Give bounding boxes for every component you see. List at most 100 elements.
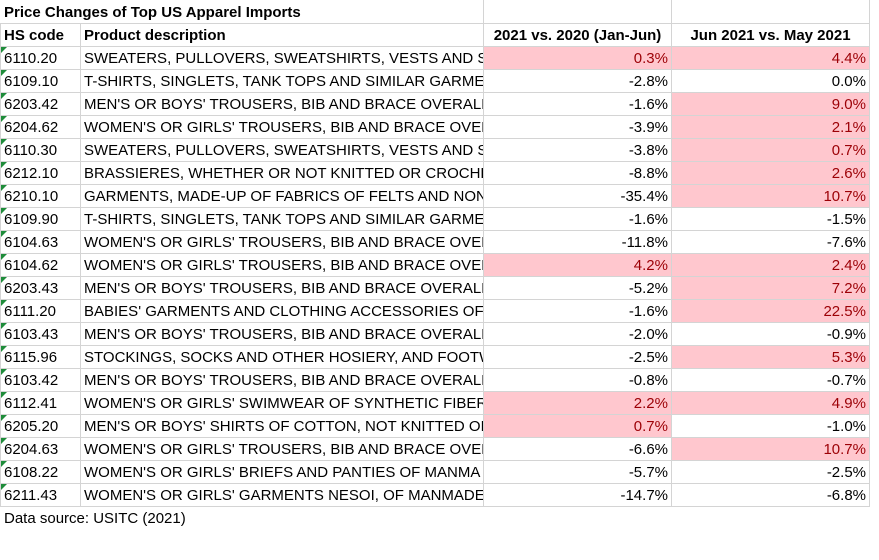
hs-code: 6104.62	[0, 253, 81, 277]
product-description: WOMEN'S OR GIRLS' TROUSERS, BIB AND BRAC…	[80, 230, 484, 254]
price-change: -0.8%	[483, 368, 672, 392]
table-row: 6203.43 MEN'S OR BOYS' TROUSERS, BIB AND …	[0, 276, 870, 300]
table-row: 6104.62 WOMEN'S OR GIRLS' TROUSERS, BIB A…	[0, 253, 870, 277]
price-change: -1.6%	[483, 207, 672, 231]
price-change: 0.0%	[671, 69, 870, 93]
table-row: 6210.10 GARMENTS, MADE-UP OF FABRICS OF F…	[0, 184, 870, 208]
price-change: -1.6%	[483, 92, 672, 116]
hs-code: 6103.43	[0, 322, 81, 346]
price-change: -11.8%	[483, 230, 672, 254]
product-description: SWEATERS, PULLOVERS, SWEATSHIRTS, VESTS …	[80, 138, 484, 162]
hs-code: 6104.63	[0, 230, 81, 254]
price-change: -2.0%	[483, 322, 672, 346]
price-change: -7.6%	[671, 230, 870, 254]
price-change: 4.2%	[483, 253, 672, 277]
header-cell: Jun 2021 vs. May 2021	[671, 23, 870, 47]
product-description: T-SHIRTS, SINGLETS, TANK TOPS AND SIMILA…	[80, 69, 484, 93]
price-change: -6.6%	[483, 437, 672, 461]
price-change: -8.8%	[483, 161, 672, 185]
table-row: 6110.30 SWEATERS, PULLOVERS, SWEATSHIRTS,…	[0, 138, 870, 162]
product-description: T-SHIRTS, SINGLETS, TANK TOPS AND SIMILA…	[80, 207, 484, 231]
price-change: -6.8%	[671, 483, 870, 507]
table-row: 6112.41 WOMEN'S OR GIRLS' SWIMWEAR OF SYN…	[0, 391, 870, 415]
price-change: -1.0%	[671, 414, 870, 438]
product-description: WOMEN'S OR GIRLS' TROUSERS, BIB AND BRAC…	[80, 253, 484, 277]
header-cell: HS code	[0, 23, 81, 47]
hs-code: 6103.42	[0, 368, 81, 392]
product-description: MEN'S OR BOYS' TROUSERS, BIB AND BRACE O…	[80, 276, 484, 300]
price-change: -14.7%	[483, 483, 672, 507]
hs-code: 6203.43	[0, 276, 81, 300]
product-description: MEN'S OR BOYS' TROUSERS, BIB AND BRACE O…	[80, 322, 484, 346]
price-change: -3.9%	[483, 115, 672, 139]
product-description: SWEATERS, PULLOVERS, SWEATSHIRTS, VESTS …	[80, 46, 484, 70]
price-change: 10.7%	[671, 184, 870, 208]
product-description: WOMEN'S OR GIRLS' TROUSERS, BIB AND BRAC…	[80, 115, 484, 139]
price-change: -0.9%	[671, 322, 870, 346]
hs-code: 6205.20	[0, 414, 81, 438]
table-row: 6108.22 WOMEN'S OR GIRLS' BRIEFS AND PANT…	[0, 460, 870, 484]
hs-code: 6211.43	[0, 483, 81, 507]
price-change: -2.8%	[483, 69, 672, 93]
price-change: 2.2%	[483, 391, 672, 415]
product-description: WOMEN'S OR GIRLS' TROUSERS, BIB AND BRAC…	[80, 437, 484, 461]
price-change: 5.3%	[671, 345, 870, 369]
table-row: 6103.42 MEN'S OR BOYS' TROUSERS, BIB AND …	[0, 368, 870, 392]
price-change: 9.0%	[671, 92, 870, 116]
price-change: 4.9%	[671, 391, 870, 415]
table-row: 6204.63 WOMEN'S OR GIRLS' TROUSERS, BIB A…	[0, 437, 870, 461]
price-change: 0.3%	[483, 46, 672, 70]
price-change: -1.6%	[483, 299, 672, 323]
product-description: MEN'S OR BOYS' TROUSERS, BIB AND BRACE O…	[80, 92, 484, 116]
hs-code: 6204.63	[0, 437, 81, 461]
table-row: 6205.20 MEN'S OR BOYS' SHIRTS OF COTTON, …	[0, 414, 870, 438]
price-change: 2.6%	[671, 161, 870, 185]
hs-code: 6108.22	[0, 460, 81, 484]
price-change: -5.2%	[483, 276, 672, 300]
hs-code: 6115.96	[0, 345, 81, 369]
table-row: 6109.90 T-SHIRTS, SINGLETS, TANK TOPS AND…	[0, 207, 870, 231]
product-description: MEN'S OR BOYS' SHIRTS OF COTTON, NOT KNI…	[80, 414, 484, 438]
hs-code: 6109.90	[0, 207, 81, 231]
product-description: STOCKINGS, SOCKS AND OTHER HOSIERY, AND …	[80, 345, 484, 369]
price-change: -35.4%	[483, 184, 672, 208]
header-row: HS code Product description 2021 vs. 202…	[0, 23, 870, 47]
source-note: Data source: USITC (2021)	[4, 509, 186, 527]
cell	[671, 0, 870, 24]
hs-code: 6111.20	[0, 299, 81, 323]
price-change: -2.5%	[483, 345, 672, 369]
hs-code: 6110.20	[0, 46, 81, 70]
hs-code: 6210.10	[0, 184, 81, 208]
price-change: -2.5%	[671, 460, 870, 484]
hs-code: 6204.62	[0, 115, 81, 139]
price-change: 22.5%	[671, 299, 870, 323]
hs-code: 6109.10	[0, 69, 81, 93]
product-description: WOMEN'S OR GIRLS' SWIMWEAR OF SYNTHETIC …	[80, 391, 484, 415]
hs-code: 6110.30	[0, 138, 81, 162]
spreadsheet: Price Changes of Top US Apparel Imports …	[0, 0, 870, 530]
price-change: 10.7%	[671, 437, 870, 461]
price-change: -3.8%	[483, 138, 672, 162]
table-row: 6203.42 MEN'S OR BOYS' TROUSERS, BIB AND …	[0, 92, 870, 116]
price-change: 7.2%	[671, 276, 870, 300]
table-row: 6111.20 BABIES' GARMENTS AND CLOTHING ACC…	[0, 299, 870, 323]
table-row: 6212.10 BRASSIERES, WHETHER OR NOT KNITTE…	[0, 161, 870, 185]
header-cell: Product description	[80, 23, 484, 47]
product-description: WOMEN'S OR GIRLS' BRIEFS AND PANTIES OF …	[80, 460, 484, 484]
source-row: Data source: USITC (2021)	[1, 507, 870, 530]
hs-code: 6203.42	[0, 92, 81, 116]
price-change: 0.7%	[483, 414, 672, 438]
cell	[483, 0, 672, 24]
product-description: WOMEN'S OR GIRLS' GARMENTS NESOI, OF MAN…	[80, 483, 484, 507]
price-change: 2.1%	[671, 115, 870, 139]
product-description: GARMENTS, MADE-UP OF FABRICS OF FELTS AN…	[80, 184, 484, 208]
price-change: -0.7%	[671, 368, 870, 392]
price-change: -1.5%	[671, 207, 870, 231]
table-row: 6109.10 T-SHIRTS, SINGLETS, TANK TOPS AND…	[0, 69, 870, 93]
table-row: 6110.20 SWEATERS, PULLOVERS, SWEATSHIRTS,…	[0, 46, 870, 70]
title-row: Price Changes of Top US Apparel Imports	[0, 0, 870, 24]
product-description: BABIES' GARMENTS AND CLOTHING ACCESSORIE…	[80, 299, 484, 323]
price-change: 0.7%	[671, 138, 870, 162]
product-description: BRASSIERES, WHETHER OR NOT KNITTED OR CR…	[80, 161, 484, 185]
header-cell: 2021 vs. 2020 (Jan-Jun)	[483, 23, 672, 47]
